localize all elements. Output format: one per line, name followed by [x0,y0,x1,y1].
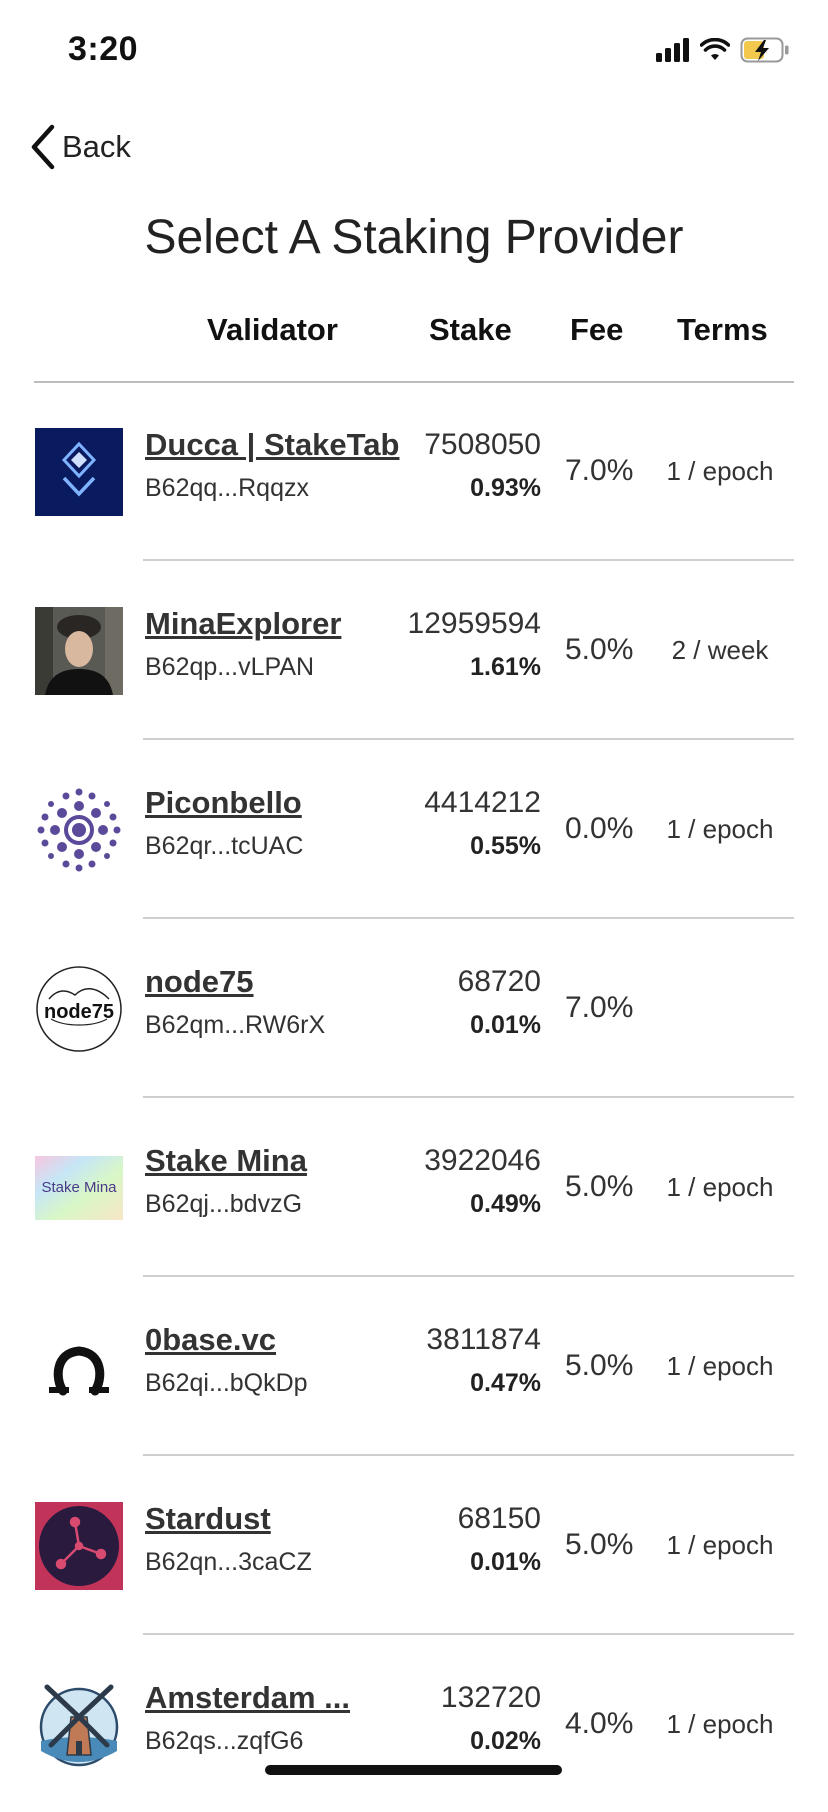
column-header-validator: Validator [207,312,338,347]
provider-row[interactable]: Ducca | StakeTab B62qq...Rqqzx 7508050 0… [0,380,828,559]
provider-name[interactable]: node75 [145,964,254,999]
amsterdam-windmill-logo[interactable] [35,1681,123,1769]
page-title: Select A Staking Provider [144,211,684,264]
provider-name[interactable]: MinaExplorer [145,606,342,641]
provider-terms: 1 / epoch [666,1530,774,1560]
row-divider [143,917,794,919]
battery-charging-icon [740,37,789,63]
provider-stake: 7508050 [424,428,541,461]
provider-terms: 2 / week [671,635,769,665]
provider-stake-percent: 0.93% [470,474,541,502]
provider-fee: 5.0% [565,1528,634,1561]
provider-fee: 5.0% [565,1349,634,1382]
row-divider [143,1096,794,1098]
0base-logo[interactable] [35,1323,123,1411]
row-divider [143,1454,794,1456]
row-divider [143,1633,794,1635]
row-divider [143,1275,794,1277]
provider-name[interactable]: Stake Mina [145,1143,307,1178]
home-indicator[interactable] [265,1765,562,1775]
provider-stake-percent: 0.01% [470,1011,541,1039]
provider-address: B62qp...vLPAN [145,653,315,681]
provider-name[interactable]: Ducca | StakeTab [145,427,400,462]
chevron-left-icon [31,124,55,170]
provider-stake: 68720 [457,965,541,998]
provider-terms: 1 / epoch [666,1172,774,1202]
provider-stake-percent: 0.55% [470,832,541,860]
provider-row[interactable]: MinaExplorer B62qp...vLPAN 12959594 1.61… [0,559,828,738]
stake-mina-logo-text: Stake Mina [41,1179,117,1196]
back-label: Back [62,129,131,164]
provider-stake-percent: 0.47% [470,1369,541,1397]
provider-stake-percent: 1.61% [470,653,541,681]
svg-text:node75: node75 [44,1001,114,1023]
provider-address: B62qr...tcUAC [145,832,304,860]
provider-fee: 5.0% [565,633,634,666]
provider-address: B62qq...Rqqzx [145,474,309,502]
provider-row[interactable]: Stake Mina Stake Mina B62qj...bdvzG 3922… [0,1096,828,1275]
provider-row[interactable]: Amsterdam ... B62qs...zqfG6 132720 0.02%… [0,1633,828,1812]
status-icons [656,34,790,66]
stake-mina-logo[interactable]: Stake Mina [35,1144,123,1232]
provider-address: B62qs...zqfG6 [145,1727,304,1755]
provider-name[interactable]: 0base.vc [145,1322,276,1357]
provider-address: B62qj...bdvzG [145,1190,303,1218]
cellular-signal-icon [656,38,689,62]
row-divider [143,559,794,561]
provider-fee: 7.0% [565,991,634,1024]
provider-fee: 7.0% [565,454,634,487]
provider-stake: 3922046 [424,1144,541,1177]
piconbello-logo[interactable] [35,786,123,874]
column-header-stake: Stake [429,312,512,347]
node75-logo[interactable]: node75 [35,965,123,1053]
stardust-logo[interactable] [35,1502,123,1590]
provider-terms: 1 / epoch [666,814,774,844]
provider-name[interactable]: Stardust [145,1501,271,1536]
provider-name[interactable]: Amsterdam ... [145,1680,351,1715]
ducca-logo[interactable] [35,428,123,516]
provider-stake-percent: 0.49% [470,1190,541,1218]
header-divider [34,381,794,383]
status-bar: 3:20 [0,0,828,100]
provider-name[interactable]: Piconbello [145,785,302,820]
provider-stake-percent: 0.02% [470,1727,541,1755]
provider-fee: 5.0% [565,1170,634,1203]
column-header-terms: Terms [677,312,768,347]
provider-stake: 68150 [457,1502,541,1535]
provider-row[interactable]: 0base.vc B62qi...bQkDp 3811874 0.47% 5.0… [0,1275,828,1454]
provider-stake: 4414212 [424,786,541,819]
wifi-icon [700,38,730,60]
provider-row[interactable]: node75 node75 B62qm...RW6rX 68720 0.01% … [0,917,828,1096]
provider-row[interactable]: Stardust B62qn...3caCZ 68150 0.01% 5.0% … [0,1454,828,1633]
provider-stake: 3811874 [426,1323,541,1356]
provider-address: B62qm...RW6rX [145,1011,326,1039]
provider-fee: 4.0% [565,1707,634,1740]
row-divider [143,738,794,740]
provider-address: B62qi...bQkDp [145,1369,308,1397]
provider-stake: 12959594 [407,607,541,640]
provider-stake-percent: 0.01% [470,1548,541,1576]
back-button[interactable]: Back [30,124,131,170]
column-header-fee: Fee [570,312,624,347]
provider-stake: 132720 [440,1681,541,1714]
status-time: 3:20 [68,30,139,68]
provider-fee: 0.0% [565,812,634,845]
provider-terms: 1 / epoch [666,1351,774,1381]
minaexplorer-avatar[interactable] [35,607,123,695]
provider-address: B62qn...3caCZ [145,1548,312,1576]
provider-terms: 1 / epoch [666,456,774,486]
provider-terms: 1 / epoch [666,1709,774,1739]
provider-row[interactable]: Piconbello B62qr...tcUAC 4414212 0.55% 0… [0,738,828,917]
